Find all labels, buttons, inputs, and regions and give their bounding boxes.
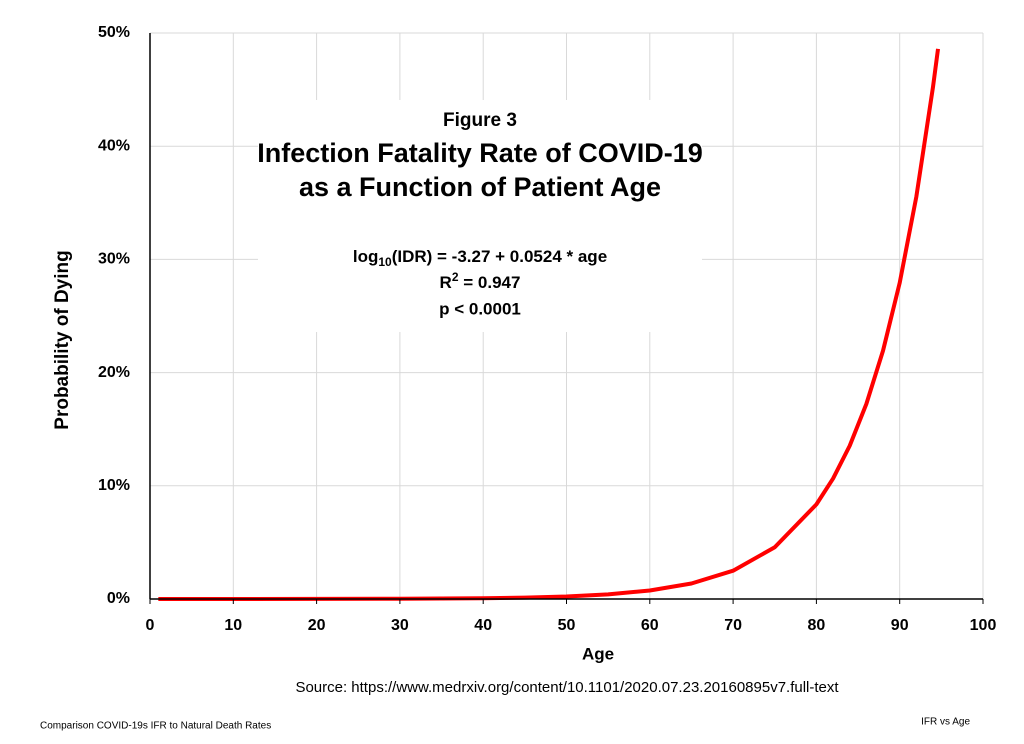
- y-axis-label: Probability of Dying: [52, 250, 73, 429]
- x-tick-label: 40: [474, 617, 492, 634]
- x-tick-label: 10: [224, 617, 242, 634]
- y-tick-label: 30%: [98, 251, 130, 268]
- footer-left: Comparison COVID-19s IFR to Natural Deat…: [40, 721, 271, 732]
- x-axis-label: Age: [582, 644, 614, 663]
- figure-label: Figure 3: [443, 110, 517, 131]
- annotation-box: [258, 100, 702, 332]
- x-tick-label: 80: [808, 617, 826, 634]
- y-tick-label: 40%: [98, 137, 130, 154]
- equation: log10(IDR) = -3.27 + 0.0524 * age: [353, 247, 607, 269]
- y-tick-label: 0%: [107, 590, 130, 607]
- p-value: p < 0.0001: [439, 299, 521, 318]
- x-tick-label: 100: [970, 617, 997, 634]
- r-squared: R2 = 0.947: [440, 270, 521, 292]
- equation-rest: (IDR) = -3.27 + 0.0524 * age: [392, 247, 607, 266]
- r-base: R: [440, 273, 452, 292]
- x-tick-label: 60: [641, 617, 659, 634]
- x-tick-label: 70: [724, 617, 742, 634]
- equation-base: log: [353, 247, 379, 266]
- x-tick-label: 50: [558, 617, 576, 634]
- footer-right: IFR vs Age: [921, 717, 970, 728]
- x-tick-label: 0: [146, 617, 155, 634]
- x-tick-label: 90: [891, 617, 909, 634]
- chart-title: as a Function of Patient Age: [299, 172, 661, 202]
- y-tick-label: 20%: [98, 364, 130, 381]
- x-tick-label: 30: [391, 617, 409, 634]
- x-tick-label: 20: [308, 617, 326, 634]
- r-superscript: 2: [452, 270, 459, 284]
- y-tick-label: 10%: [98, 477, 130, 494]
- source: Source: https://www.medrxiv.org/content/…: [295, 679, 839, 696]
- chart-title: Infection Fatality Rate of COVID-19: [257, 138, 703, 168]
- r-rest: = 0.947: [459, 273, 521, 292]
- equation-subscript: 10: [378, 255, 392, 269]
- y-tick-label: 50%: [98, 24, 130, 41]
